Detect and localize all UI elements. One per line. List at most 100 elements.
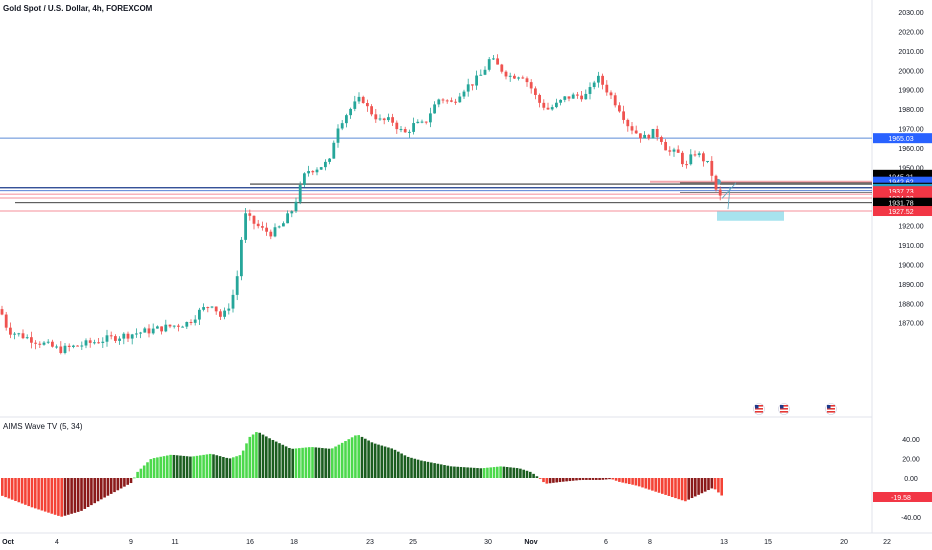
time-axis-label: 8 xyxy=(648,539,652,546)
candle-body xyxy=(664,141,667,151)
oscillator-bar xyxy=(370,442,374,478)
candle-body xyxy=(231,294,235,309)
candle-body xyxy=(613,95,617,106)
oscillator-bar xyxy=(413,458,417,478)
candle-body xyxy=(634,130,638,134)
oscillator-bar xyxy=(486,467,489,478)
oscillator-bar xyxy=(40,478,44,511)
candle-body xyxy=(567,96,571,99)
price-tick-label: 2000.00 xyxy=(898,68,923,75)
candle-body xyxy=(181,326,184,328)
price-label-bg xyxy=(873,133,932,144)
candle-body xyxy=(647,134,651,139)
oscillator-bar xyxy=(291,448,294,478)
candle-body xyxy=(80,345,84,347)
oscillator-bar xyxy=(116,478,120,491)
oscillator-bar xyxy=(641,478,644,488)
oscillator-bar xyxy=(433,463,436,478)
candle-body xyxy=(219,311,222,317)
oscillator-bar xyxy=(182,455,186,478)
time-axis-label: 20 xyxy=(840,539,848,546)
candle-body xyxy=(38,343,42,345)
us-flag-icon xyxy=(755,408,763,410)
oscillator-bar xyxy=(298,448,301,478)
oscillator-bar xyxy=(215,455,219,478)
oscillator-bar xyxy=(476,468,479,478)
oscillator-bar xyxy=(265,436,268,478)
oscillator-bar xyxy=(192,456,195,478)
oscillator-bar xyxy=(651,478,654,491)
price-tick-label: 1900.00 xyxy=(898,262,923,269)
price-tick-label: 2020.00 xyxy=(898,29,923,36)
candle-body xyxy=(156,326,159,329)
oscillator-bar xyxy=(364,438,367,478)
candle-body xyxy=(307,171,310,174)
oscillator-bar xyxy=(522,469,525,478)
oscillator-bar xyxy=(647,478,651,490)
oscillator-bar xyxy=(449,466,453,478)
oscillator-bar xyxy=(496,466,499,478)
oscillator-bar xyxy=(558,478,562,483)
candle-body xyxy=(353,101,357,109)
candle-body xyxy=(672,149,676,152)
oscillator-bar xyxy=(397,451,400,478)
oscillator-bar xyxy=(707,478,710,491)
candle-body xyxy=(458,96,462,103)
candle-body xyxy=(555,102,558,108)
price-tick-label: 1960.00 xyxy=(898,146,923,153)
indicator-title[interactable]: AIMS Wave TV (5, 34) xyxy=(3,422,83,431)
oscillator-bar xyxy=(542,478,545,483)
candle-body xyxy=(479,74,483,76)
oscillator-bar xyxy=(456,466,459,478)
candle-body xyxy=(311,171,315,173)
candle-body xyxy=(454,101,457,103)
candle-body xyxy=(424,121,428,123)
oscillator-bar xyxy=(228,458,232,478)
oscillator-bar xyxy=(126,478,129,485)
us-flag-icon xyxy=(755,405,759,409)
candle-body xyxy=(42,342,46,345)
candle-body xyxy=(542,102,546,108)
candle-body xyxy=(135,333,138,335)
oscillator-bar xyxy=(562,478,565,482)
oscillator-bar xyxy=(644,478,648,489)
oscillator-bar xyxy=(667,478,671,496)
us-flag-icon xyxy=(780,411,788,413)
oscillator-bar xyxy=(149,459,153,478)
candle-body xyxy=(324,161,327,168)
candle-body xyxy=(525,78,529,83)
candle-body xyxy=(710,160,714,176)
candle-body xyxy=(4,314,8,328)
candle-body xyxy=(500,64,504,72)
oscillator-bar xyxy=(690,478,694,499)
oscillator-bar xyxy=(47,478,50,513)
oscillator-bar xyxy=(611,478,615,480)
oscillator-bar xyxy=(202,454,205,478)
oscillator-bar xyxy=(591,478,595,480)
candle-body xyxy=(651,129,655,139)
candle-body xyxy=(286,213,289,224)
oscillator-bar xyxy=(119,478,123,489)
candle-body xyxy=(483,69,487,75)
oscillator-bar xyxy=(535,476,539,478)
us-flag-icon xyxy=(827,405,835,407)
candle-body xyxy=(580,95,583,100)
oscillator-bar xyxy=(129,478,133,484)
symbol-title[interactable]: Gold Spot / U.S. Dollar, 4h, FOREXCOM xyxy=(3,4,153,13)
price-tick-label: 1970.00 xyxy=(898,127,923,134)
candle-body xyxy=(437,99,441,105)
oscillator-bar xyxy=(218,456,222,478)
candle-body xyxy=(546,107,550,110)
candle-body xyxy=(277,226,281,228)
candle-body xyxy=(122,333,126,339)
candle-body xyxy=(714,175,718,190)
indicator-value-label: -19.58 xyxy=(891,495,911,502)
oscillator-bar xyxy=(505,466,509,478)
oscillator-bar xyxy=(509,467,512,478)
candle-body xyxy=(172,325,176,327)
oscillator-bar xyxy=(687,478,690,500)
oscillator-bar xyxy=(261,434,265,478)
oscillator-bar xyxy=(380,445,384,478)
candle-body xyxy=(655,129,659,138)
